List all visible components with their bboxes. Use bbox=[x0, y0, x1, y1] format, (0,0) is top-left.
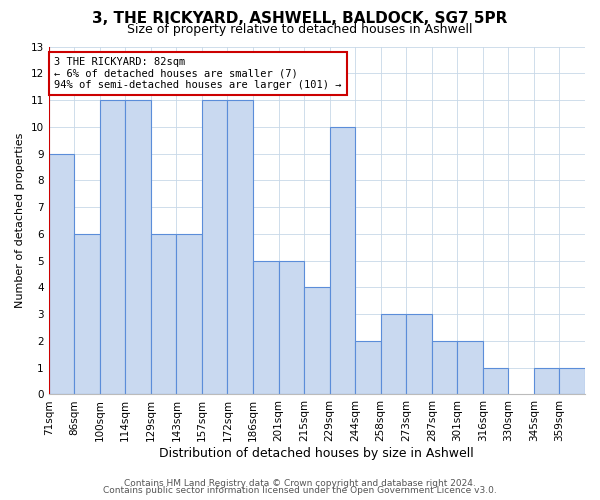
Bar bbox=[355, 341, 380, 394]
Bar bbox=[380, 314, 406, 394]
Bar bbox=[227, 100, 253, 394]
Bar bbox=[100, 100, 125, 394]
Bar bbox=[49, 154, 74, 394]
Bar bbox=[304, 288, 329, 395]
Bar bbox=[253, 260, 278, 394]
Text: 3, THE RICKYARD, ASHWELL, BALDOCK, SG7 5PR: 3, THE RICKYARD, ASHWELL, BALDOCK, SG7 5… bbox=[92, 11, 508, 26]
Bar bbox=[559, 368, 585, 394]
Bar bbox=[534, 368, 559, 394]
Bar bbox=[329, 127, 355, 394]
X-axis label: Distribution of detached houses by size in Ashwell: Distribution of detached houses by size … bbox=[160, 447, 474, 460]
Bar bbox=[202, 100, 227, 394]
Text: Contains HM Land Registry data © Crown copyright and database right 2024.: Contains HM Land Registry data © Crown c… bbox=[124, 478, 476, 488]
Text: Contains public sector information licensed under the Open Government Licence v3: Contains public sector information licen… bbox=[103, 486, 497, 495]
Text: 3 THE RICKYARD: 82sqm
← 6% of detached houses are smaller (7)
94% of semi-detach: 3 THE RICKYARD: 82sqm ← 6% of detached h… bbox=[54, 57, 341, 90]
Bar bbox=[278, 260, 304, 394]
Bar bbox=[483, 368, 508, 394]
Text: Size of property relative to detached houses in Ashwell: Size of property relative to detached ho… bbox=[127, 22, 473, 36]
Bar bbox=[432, 341, 457, 394]
Bar bbox=[457, 341, 483, 394]
Bar bbox=[74, 234, 100, 394]
Y-axis label: Number of detached properties: Number of detached properties bbox=[15, 133, 25, 308]
Bar bbox=[176, 234, 202, 394]
Bar bbox=[406, 314, 432, 394]
Bar bbox=[125, 100, 151, 394]
Bar bbox=[151, 234, 176, 394]
